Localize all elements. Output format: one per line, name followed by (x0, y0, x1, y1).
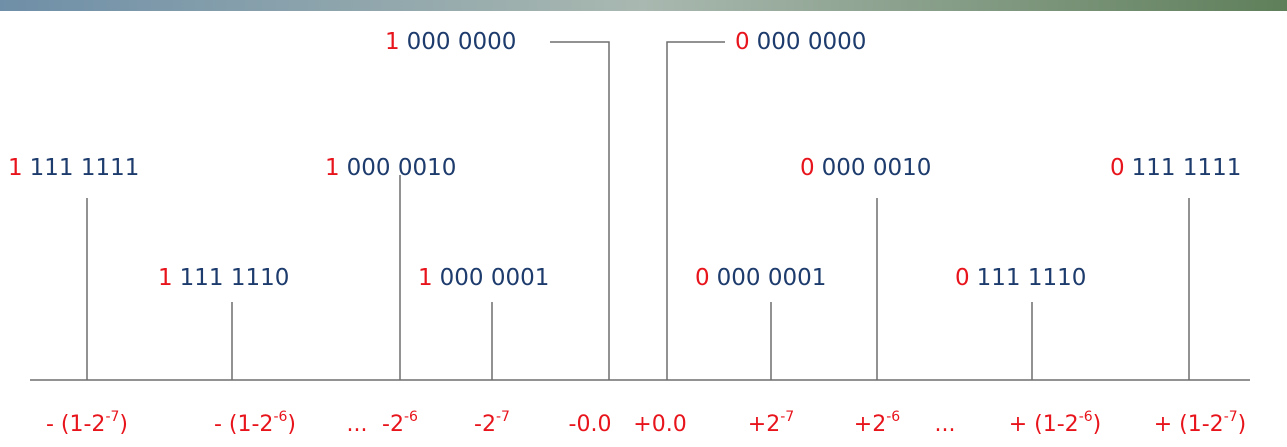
exponent: -7 (105, 409, 119, 425)
axis-label-base: - (1-2 (46, 412, 105, 437)
value-bits: 000 0010 (822, 155, 932, 181)
binary-code: 0 000 0000 (735, 29, 866, 55)
value-bits: 000 0000 (407, 29, 517, 55)
axis-label-base: -2 (382, 412, 404, 437)
binary-code: 0 111 1111 (1110, 155, 1241, 181)
axis-label-base: - (1-2 (214, 412, 273, 437)
value-bits: 111 1110 (977, 265, 1087, 291)
sign-bit: 1 (418, 265, 433, 291)
axis-label-base: ... (347, 412, 368, 437)
binary-code: 0 000 0001 (695, 265, 826, 291)
exponent: -6 (404, 409, 418, 425)
exponent: -6 (1079, 409, 1093, 425)
axis-label-base: +2 (748, 412, 780, 437)
axis-label: + (1-2-6) (1009, 409, 1102, 437)
value-bits: 111 1111 (1132, 155, 1242, 181)
axis-label-tail: ) (1093, 412, 1102, 437)
sign-bit: 1 (385, 29, 400, 55)
diagram: 1111 11111111 11101000 00101000 00011000… (0, 0, 1287, 447)
axis-label: ... (935, 412, 956, 437)
axis-label: - (1-2-7) (46, 409, 128, 437)
axis-label: ... (347, 412, 368, 437)
exponent: -7 (780, 409, 794, 425)
axis-label: + (1-2-7) (1154, 409, 1247, 437)
binary-code: 0 111 1110 (955, 265, 1086, 291)
axis-label-base: -2 (474, 412, 496, 437)
binary-code: 1 111 1110 (158, 265, 289, 291)
axis-label: -2-6 (382, 409, 418, 437)
sign-bit: 1 (158, 265, 173, 291)
binary-code: 0 000 0010 (800, 155, 931, 181)
value-bits: 111 1110 (180, 265, 290, 291)
axis-label-base: +2 (854, 412, 886, 437)
sign-bit: 0 (955, 265, 970, 291)
exponent: -7 (1224, 409, 1238, 425)
exponent: -6 (273, 409, 287, 425)
sign-bit: 0 (800, 155, 815, 181)
value-bits: 000 0001 (440, 265, 550, 291)
connector (667, 42, 725, 380)
axis-label-base: + (1-2 (1009, 412, 1079, 437)
sign-bit: 0 (1110, 155, 1125, 181)
axis-label: -0.0 (569, 412, 612, 437)
axis-label-base: ... (935, 412, 956, 437)
axis-label: +2-7 (748, 409, 794, 437)
axis-label-tail: ) (119, 412, 128, 437)
binary-code: 1 111 1111 (8, 155, 139, 181)
axis-label-tail: ) (287, 412, 296, 437)
top-image-strip (0, 0, 1287, 11)
value-bits: 111 1111 (30, 155, 140, 181)
connector (550, 42, 609, 380)
sign-bit: 0 (735, 29, 750, 55)
sign-bit: 1 (325, 155, 340, 181)
binary-code: 1 000 0010 (325, 155, 456, 181)
axis-label: +0.0 (633, 412, 686, 437)
sign-bit: 0 (695, 265, 710, 291)
axis-label-tail: ) (1238, 412, 1247, 437)
axis-label-base: + (1-2 (1154, 412, 1224, 437)
axis-label: -2-7 (474, 409, 510, 437)
sign-bit: 1 (8, 155, 23, 181)
axis-label: +2-6 (854, 409, 900, 437)
exponent: -7 (496, 409, 510, 425)
value-bits: 000 0000 (757, 29, 867, 55)
exponent: -6 (886, 409, 900, 425)
axis-label-base: -0.0 (569, 412, 612, 437)
binary-code: 1 000 0000 (385, 29, 516, 55)
axis-label-base: +0.0 (633, 412, 686, 437)
value-bits: 000 0001 (717, 265, 827, 291)
value-bits: 000 0010 (347, 155, 457, 181)
binary-code: 1 000 0001 (418, 265, 549, 291)
axis-label: - (1-2-6) (214, 409, 296, 437)
